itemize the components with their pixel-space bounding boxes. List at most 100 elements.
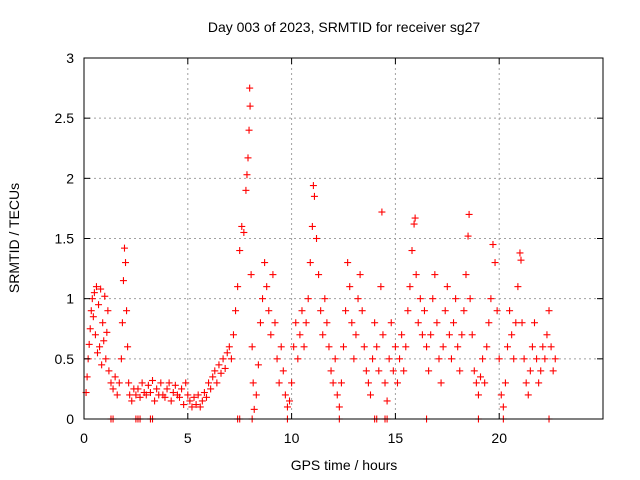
data-point [269,271,277,279]
data-point [539,343,547,351]
data-point [259,295,267,303]
data-point [205,379,213,387]
data-point [169,389,177,397]
data-point [115,379,123,387]
data-point [202,393,210,401]
data-point [465,210,473,218]
data-point [433,319,441,327]
ticks-layer: 0 5 10 15 20 0 0.5 1 1.5 2 2.5 3 [55,50,603,446]
data-point [246,102,254,110]
data-point [315,271,323,279]
data-point [288,379,296,387]
data-point [283,403,291,411]
data-point [435,355,443,363]
data-point [250,405,258,413]
data-point [263,283,271,291]
data-point [243,171,251,179]
data-point [294,355,302,363]
data-point [331,355,339,363]
data-point [485,319,493,327]
data-point [124,343,132,351]
data-point [111,373,119,381]
data-point [275,379,283,387]
data-point [298,307,306,315]
data-point [398,331,406,339]
data-point [379,331,387,339]
data-point [146,389,154,397]
data-point [352,331,360,339]
data-point [225,343,233,351]
data-point [244,154,252,162]
x-tick-label: 0 [80,430,88,446]
data-point [530,319,538,327]
data-point [535,379,543,387]
data-point [306,259,314,267]
data-point [126,391,134,399]
data-point [302,319,310,327]
data-point [497,391,505,399]
points-layer [82,84,559,423]
data-point [414,319,422,327]
data-point [410,220,418,228]
data-point [102,355,110,363]
data-point [381,379,389,387]
y-tick-label: 3 [66,50,74,66]
data-point [348,319,356,327]
data-point [178,385,186,393]
data-point [252,391,260,399]
data-point [416,295,424,303]
data-point [246,84,254,92]
data-point [516,249,524,257]
data-point [232,307,240,315]
data-point [132,391,140,399]
y-tick-label: 0 [66,411,74,427]
data-point [481,379,489,387]
data-point [420,307,428,315]
data-point [273,355,281,363]
data-point [541,355,549,363]
y-tick-label: 1.5 [55,231,75,247]
data-point [313,235,321,242]
data-point [125,379,133,387]
data-point [402,343,410,351]
data-point [427,331,435,339]
data-point [207,385,215,393]
data-point [464,232,472,240]
data-point [105,367,113,375]
data-point [271,319,279,327]
data-point [182,379,190,387]
data-point [98,361,106,369]
data-point [362,367,370,375]
data-point [533,355,541,363]
data-point [296,331,304,339]
y-tick-label: 2 [66,170,74,186]
grid-layer [84,58,603,419]
data-point [180,401,188,409]
data-point [86,325,94,333]
data-point [153,385,161,393]
x-tick-label: 15 [388,430,404,446]
data-point [215,361,223,369]
data-point [292,319,300,327]
data-point [157,379,165,387]
data-point [209,373,217,381]
data-point [445,331,453,339]
data-point [136,393,144,401]
data-point [279,367,287,375]
data-point [406,283,414,291]
data-point [385,355,393,363]
data-point [96,343,104,351]
data-point [99,319,107,327]
data-point [144,381,152,389]
y-tick-label: 1 [66,291,74,307]
data-point [466,295,474,303]
data-point [491,259,499,267]
data-point [211,367,219,375]
data-point [309,182,317,190]
data-point [549,367,557,375]
data-point [323,319,331,327]
y-tick-label: 2.5 [55,110,75,126]
data-point [364,379,372,387]
data-point [277,343,285,351]
data-point [528,343,536,351]
